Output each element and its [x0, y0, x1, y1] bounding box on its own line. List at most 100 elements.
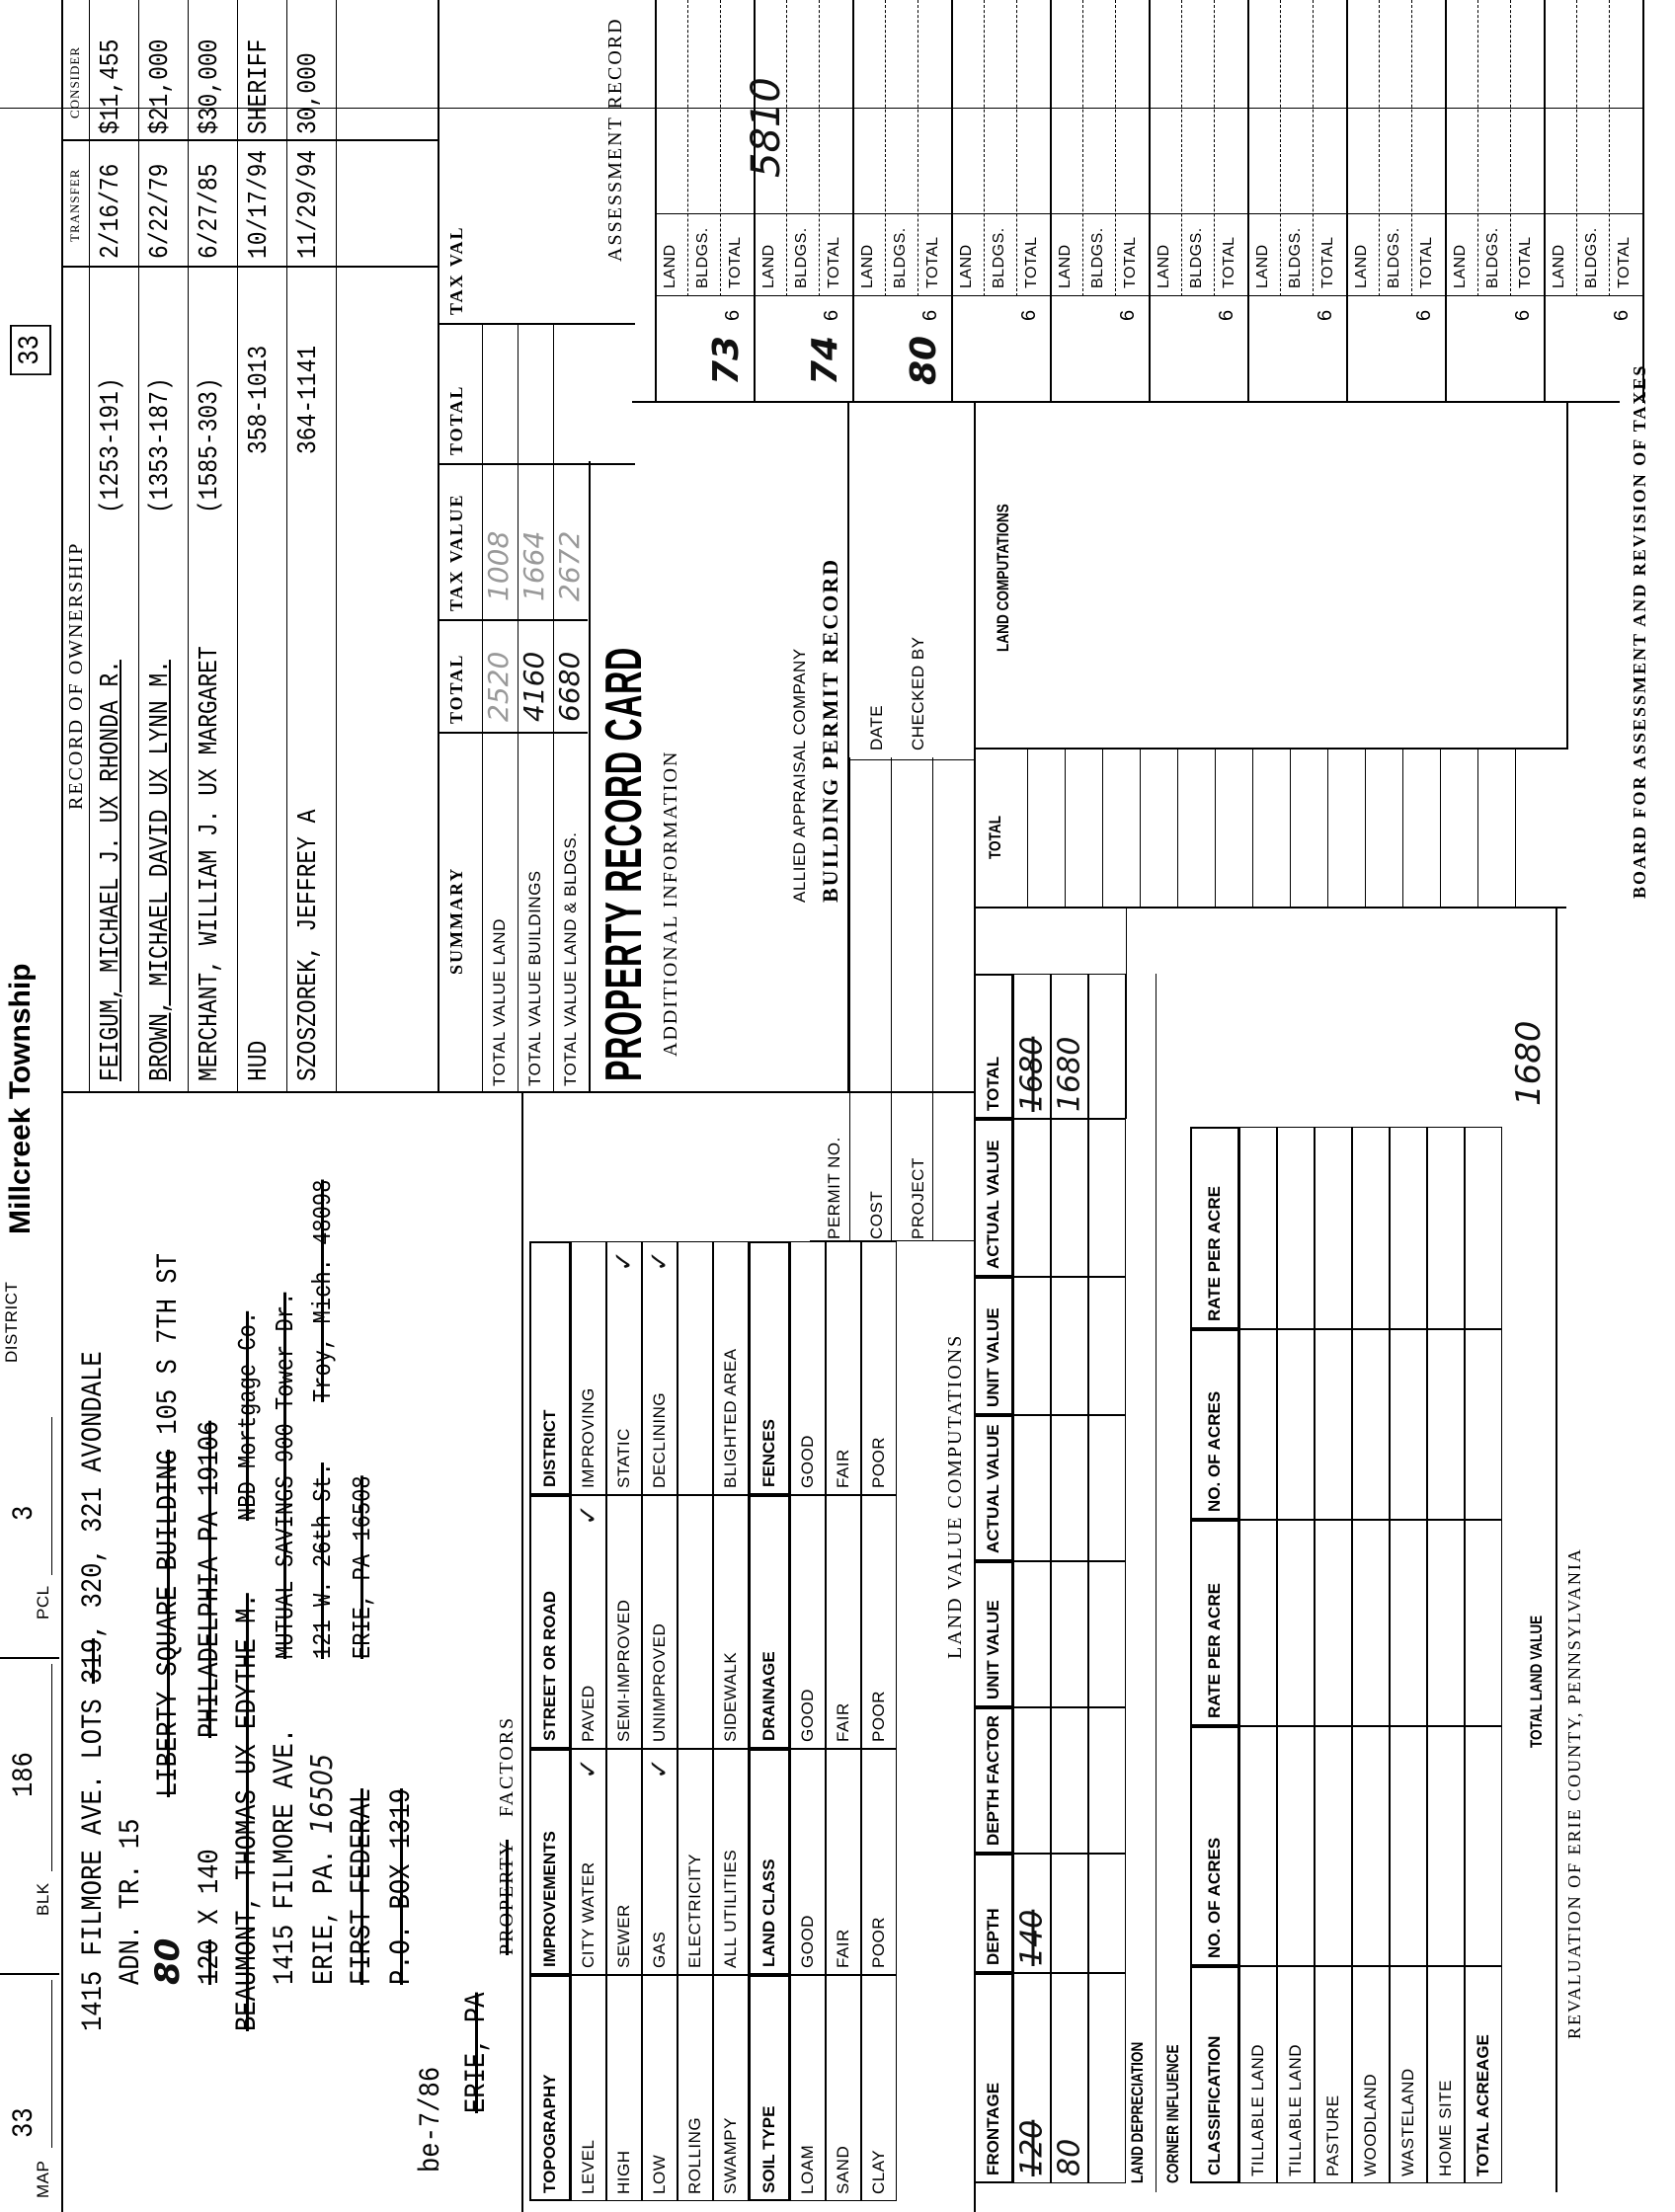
summary-header: TAX VAL [446, 225, 466, 315]
land-value-cell-text: 1680 [1014, 1036, 1050, 1112]
row-divider [138, 0, 139, 1093]
corner-influence-label: CORNER INFLUENCE [1163, 2044, 1182, 2183]
classification-label: TILLABLE LAND [1286, 2043, 1305, 2176]
assessment-sub-label: TOTAL [1221, 236, 1237, 288]
legal-text: , 320, 321 AVONDALE [77, 1351, 111, 1639]
factor-header-text: LAND CLASS [759, 1858, 778, 1967]
land-value-header: FRONTAGE [974, 1973, 1013, 2183]
factor-option: LOW [642, 1975, 678, 2201]
classification-cell [1427, 1329, 1465, 1520]
group-divider [1149, 0, 1151, 403]
summary-row-label: TOTAL VALUE LAND [490, 918, 509, 1086]
project-label: PROJECT [909, 1157, 927, 1239]
assessment-sub-label: BLDGS. [892, 227, 909, 288]
land-value-cell-text: 1680 [1052, 1036, 1087, 1112]
assessment-sub-label: BLDGS. [1287, 227, 1304, 288]
classification-cell [1315, 1127, 1352, 1329]
classification-cell [1315, 1726, 1352, 1966]
factor-option-text: SEWER [614, 1904, 633, 1968]
blk-number: 186 [8, 1752, 41, 1797]
classification-header: RATE PER ACRE [1190, 1520, 1239, 1726]
row-divider [1379, 0, 1380, 296]
address-line: ERIE, PA [460, 1992, 494, 2113]
legal-text: 1415 FILMORE AVE. LOTS [77, 1684, 111, 2031]
land-value-header-text: ACTUAL VALUE [984, 1424, 1002, 1553]
land-value-cell-text: 120 [1014, 2119, 1050, 2176]
blk-label: BLK [34, 1882, 52, 1916]
classification-header: NO. OF ACRES [1190, 1726, 1239, 1966]
classification-cell [1352, 1726, 1390, 1966]
deed-reference: 358-1013 [245, 345, 275, 454]
checkmark-icon: ✓ [574, 1504, 603, 1526]
assessment-sub-label: LAND [1551, 244, 1567, 288]
classification-header-text: NO. OF ACRES [1205, 1837, 1224, 1958]
factor-header-text: DRAINAGE [759, 1651, 778, 1741]
factor-option-text: GAS [650, 1931, 669, 1968]
revaluation-label: REVALUATION OF ERIE COUNTY, PENNSYLVANIA [1564, 1547, 1584, 2039]
assessment-sub-label: LAND [1254, 244, 1271, 288]
factor-option: POOR [861, 1749, 897, 1975]
classification-label: HOME SITE [1436, 2079, 1455, 2176]
group-divider [1050, 0, 1052, 403]
factor-header-text: STREET OR ROAD [540, 1590, 559, 1741]
assessment-sub-label: BLDGS. [694, 227, 711, 288]
assessment-sub-label: BLDGS. [1484, 227, 1501, 288]
group-divider [951, 0, 953, 403]
year-prefix: 6 [722, 309, 744, 321]
land-value-header-text: DEPTH [984, 1908, 1002, 1965]
card-number-box: 33 [10, 324, 51, 375]
row-divider [885, 0, 886, 296]
group-divider [1445, 0, 1447, 403]
group-divider [754, 0, 756, 403]
row-divider [1477, 750, 1478, 908]
row-divider [984, 0, 985, 296]
pcl-label: PCL [34, 1585, 52, 1620]
land-value-cell [1013, 1707, 1051, 1854]
consideration-amount: SHERIFF [245, 39, 275, 134]
summary-tax-value: 1664 [518, 530, 550, 601]
row-divider [917, 0, 918, 296]
row-divider [1016, 0, 1017, 296]
handwritten-frontage: 80 [148, 1937, 188, 1985]
cost-label: COST [867, 1190, 886, 1239]
row-divider [1102, 750, 1103, 908]
classification-cell [1465, 1329, 1502, 1520]
land-value-header: UNIT VALUE [974, 1561, 1013, 1707]
classification-label: PASTURE [1323, 2094, 1342, 2176]
divider [0, 108, 1642, 109]
land-value-cell [1088, 1415, 1126, 1561]
classification-cell [1239, 1520, 1277, 1726]
factor-option: STATIC ✓ [606, 1241, 642, 1495]
assessment-sub-label: TOTAL [1122, 236, 1139, 288]
row-divider [237, 0, 238, 1093]
mortgage-line: 121 W. 26th St. [308, 1462, 338, 1659]
assessment-sub-label: LAND [859, 244, 876, 288]
row-divider [1327, 750, 1328, 908]
assessment-sub-label: TOTAL [1319, 236, 1336, 288]
factor-option-text: LOW [650, 2154, 669, 2194]
row-divider [1440, 750, 1441, 908]
factor-option: IMPROVING [571, 1241, 606, 1495]
factor-option: POOR [861, 1241, 897, 1495]
row-divider [1027, 750, 1028, 908]
land-value-header: ACTUAL VALUE [974, 1119, 1013, 1277]
assessment-sub-label: BLDGS. [991, 227, 1007, 288]
checkmark-icon: ✓ [574, 1758, 603, 1779]
land-value-cell [1051, 1561, 1088, 1707]
classification-cell [1427, 1127, 1465, 1329]
classification-label: WOODLAND [1361, 2073, 1380, 2176]
factor-header-text: FENCES [759, 1419, 778, 1487]
consideration-amount: $30,000 [196, 39, 225, 134]
factor-option: CLAY [861, 1975, 897, 2201]
appraisal-company: ALLIED APPRAISAL COMPANY [790, 648, 809, 903]
classification-cell [1277, 1520, 1315, 1726]
transfer-date: 11/29/94 [294, 149, 324, 259]
factor-option-text: FAIR [834, 1702, 852, 1742]
year-prefix: 6 [1018, 309, 1040, 321]
factor-option [678, 1241, 713, 1495]
classification-header: NO. OF ACRES [1190, 1329, 1239, 1520]
summary-row-label: TOTAL VALUE LAND & BLDGS. [561, 831, 580, 1086]
factor-option-text: FAIR [834, 1929, 852, 1968]
row-divider [1215, 750, 1216, 908]
